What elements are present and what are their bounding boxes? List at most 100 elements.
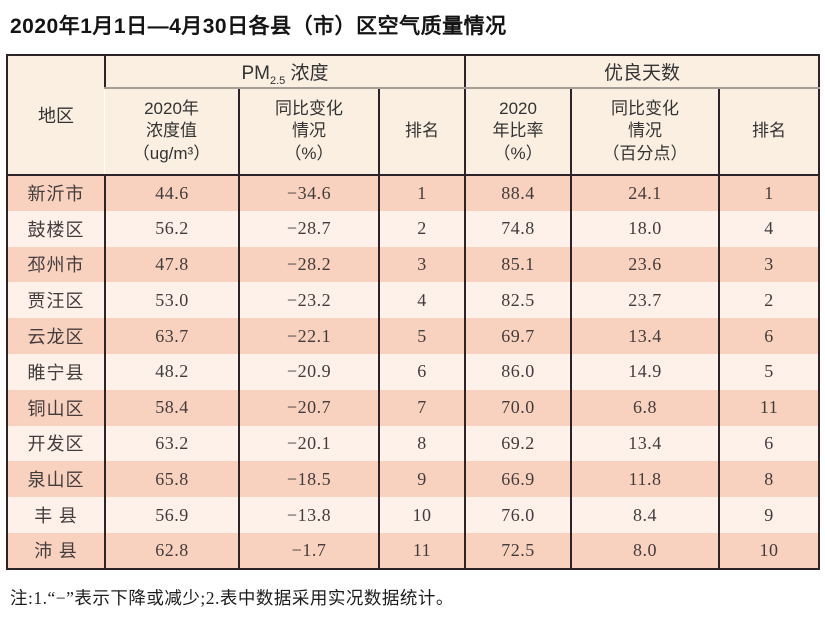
good-rate-cell: 88.4	[464, 175, 572, 211]
pm25-value-cell: 47.8	[104, 246, 239, 283]
footnote: 注:1.“−”表示下降或减少;2.表中数据采用实况数据统计。	[10, 587, 454, 608]
pm25-rank-cell: 6	[377, 353, 466, 390]
col-header-pm25-change: 同比变化 情况 （%）	[238, 88, 379, 176]
table-header: 地区 PM2.5 浓度 优良天数 2020年 浓度值 （ug/m³） 同比变化 …	[7, 55, 820, 176]
pm25-value-cell: 58.4	[104, 389, 239, 426]
pm25-rank-cell: 4	[377, 282, 466, 319]
col-header-pm25-rank: 排名	[377, 88, 466, 176]
good-change-cell: 11.8	[570, 461, 720, 498]
good-rate-cell: 66.9	[464, 461, 572, 498]
region-cell: 邳州市	[7, 246, 105, 283]
region-cell: 云龙区	[7, 318, 105, 354]
pm25-value-cell: 53.0	[104, 282, 239, 319]
good-rate-cell: 69.2	[464, 425, 572, 462]
good-rank-cell: 6	[718, 318, 820, 354]
region-cell: 新沂市	[7, 175, 105, 211]
good-rate-cell: 85.1	[464, 246, 572, 283]
table-row: 云龙区 63.7 −22.1 5 69.7 13.4 6	[7, 318, 820, 354]
col-group-pm25: PM2.5 浓度	[103, 55, 466, 89]
pm25-rank-cell: 10	[377, 497, 466, 533]
col-header-good-rank: 排名	[718, 88, 820, 176]
pm25-label-subscript: 2.5	[269, 74, 286, 87]
pm25-rank-cell: 11	[377, 532, 466, 569]
pm25-change-cell: −28.2	[238, 246, 379, 283]
good-change-cell: 13.4	[570, 425, 720, 462]
group-header-row: 地区 PM2.5 浓度 优良天数	[7, 55, 820, 176]
pm25-value-cell: 63.2	[104, 425, 239, 462]
good-change-cell: 14.9	[570, 353, 720, 390]
good-change-cell: 8.4	[570, 497, 720, 533]
region-cell: 鼓楼区	[7, 210, 105, 247]
pm25-rank-cell: 5	[377, 318, 466, 354]
good-rate-cell: 76.0	[464, 497, 572, 533]
pm25-value-cell: 62.8	[104, 532, 239, 569]
region-cell: 睢宁县	[7, 353, 105, 390]
pm25-change-cell: −20.1	[238, 425, 379, 462]
region-cell: 丰 县	[7, 497, 105, 533]
good-rate-cell: 69.7	[464, 318, 572, 354]
good-rank-cell: 11	[718, 389, 820, 426]
pm25-change-cell: −13.8	[238, 497, 379, 533]
pm25-change-cell: −1.7	[238, 532, 379, 569]
col-header-region: 地区	[7, 55, 105, 176]
region-cell: 铜山区	[7, 389, 105, 426]
good-change-cell: 23.6	[570, 246, 720, 283]
good-rate-cell: 82.5	[464, 282, 572, 319]
good-change-cell: 6.8	[570, 389, 720, 426]
good-change-cell: 13.4	[570, 318, 720, 354]
pm25-change-cell: −23.2	[238, 282, 379, 319]
good-change-cell: 23.7	[570, 282, 720, 319]
good-rank-cell: 6	[718, 425, 820, 462]
pm25-rank-cell: 2	[377, 210, 466, 247]
pm25-rank-cell: 3	[377, 246, 466, 283]
table-row: 丰 县 56.9 −13.8 10 76.0 8.4 9	[7, 497, 820, 533]
good-rank-cell: 4	[718, 210, 820, 247]
region-cell: 泉山区	[7, 461, 105, 498]
col-header-good-rate: 2020 年比率 （%）	[464, 88, 572, 176]
pm25-change-cell: −20.7	[238, 389, 379, 426]
pm25-rank-cell: 1	[377, 175, 466, 211]
table-row: 沛 县 62.8 −1.7 11 72.5 8.0 10	[7, 532, 820, 569]
pm25-value-cell: 63.7	[104, 318, 239, 354]
sub-header-row: 2020年 浓度值 （ug/m³） 同比变化 情况 （%） 排名 2020 年比…	[7, 88, 820, 176]
good-change-cell: 24.1	[570, 175, 720, 211]
good-rate-cell: 70.0	[464, 389, 572, 426]
pm25-label-suffix: 浓度	[285, 63, 329, 84]
pm25-change-cell: −34.6	[238, 175, 379, 211]
good-rank-cell: 1	[718, 175, 820, 211]
good-rank-cell: 9	[718, 497, 820, 533]
air-quality-table: 地区 PM2.5 浓度 优良天数 2020年 浓度值 （ug/m³） 同比变化 …	[6, 54, 821, 570]
good-change-cell: 18.0	[570, 210, 720, 247]
pm25-value-cell: 48.2	[104, 353, 239, 390]
good-rank-cell: 2	[718, 282, 820, 319]
pm25-rank-cell: 8	[377, 425, 466, 462]
pm25-value-cell: 65.8	[104, 461, 239, 498]
good-rank-cell: 5	[718, 353, 820, 390]
pm25-value-cell: 56.2	[104, 210, 239, 247]
region-cell: 贾汪区	[7, 282, 105, 319]
good-rank-cell: 10	[718, 532, 820, 569]
good-rank-cell: 3	[718, 246, 820, 283]
col-header-pm25-value: 2020年 浓度值 （ug/m³）	[105, 88, 239, 176]
table-row: 开发区 63.2 −20.1 8 69.2 13.4 6	[7, 425, 820, 462]
good-rate-cell: 86.0	[464, 353, 572, 390]
page-title: 2020年1月1日—4月30日各县（市）区空气质量情况	[10, 15, 507, 38]
col-group-good-days: 优良天数	[464, 55, 820, 89]
good-change-cell: 8.0	[570, 532, 720, 569]
pm25-change-cell: −28.7	[238, 210, 379, 247]
table-row: 邳州市 47.8 −28.2 3 85.1 23.6 3	[7, 246, 820, 283]
good-rank-cell: 8	[718, 461, 820, 498]
pm25-rank-cell: 9	[377, 461, 466, 498]
pm25-change-cell: −18.5	[238, 461, 379, 498]
pm25-change-cell: −20.9	[238, 353, 379, 390]
region-cell: 沛 县	[7, 532, 105, 569]
table-row: 新沂市 44.6 −34.6 1 88.4 24.1 1	[7, 175, 820, 211]
pm25-change-cell: −22.1	[238, 318, 379, 354]
pm25-value-cell: 56.9	[104, 497, 239, 533]
table-row: 鼓楼区 56.2 −28.7 2 74.8 18.0 4	[7, 210, 820, 247]
pm25-label-prefix: PM	[241, 63, 270, 84]
good-rate-cell: 74.8	[464, 210, 572, 247]
pm25-value-cell: 44.6	[104, 175, 239, 211]
pm25-rank-cell: 7	[377, 389, 466, 426]
